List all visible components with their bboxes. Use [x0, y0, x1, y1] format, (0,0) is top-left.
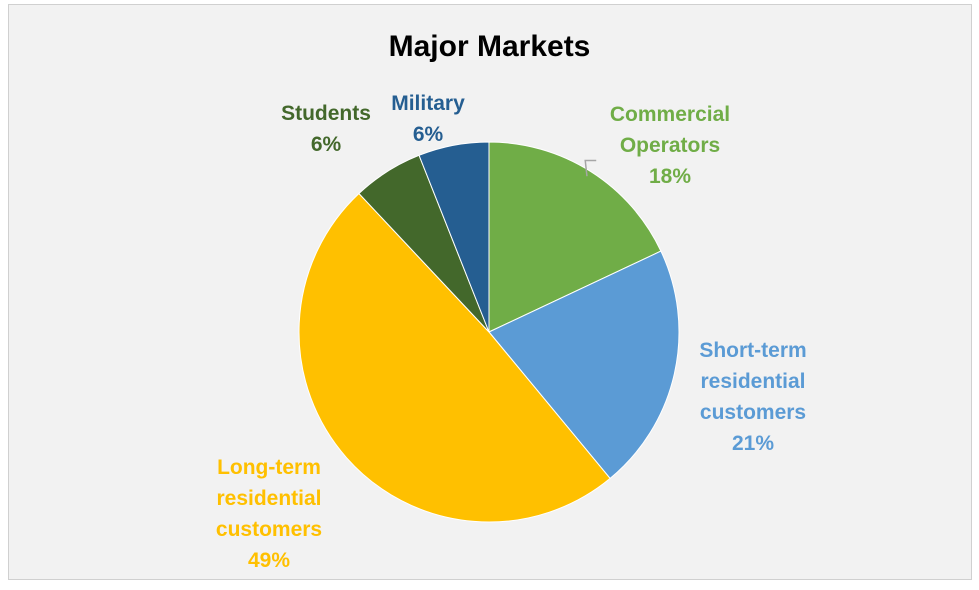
chart-title: Major Markets: [388, 30, 591, 63]
data-label-military: Military 6%: [391, 92, 465, 146]
data-label-commercial-operators: Commercial Operators 18%: [609, 103, 731, 188]
data-label-short-term-residential: Short-term residential customers 21%: [699, 339, 807, 455]
pie-slice-short-term-residential-customers: [488, 250, 680, 480]
pie-slice-military: [418, 141, 490, 333]
leader-line-commercial-operators: [584, 159, 597, 177]
pie-slice-long-term-residential-customers: [298, 192, 611, 523]
data-label-students: Students 6%: [281, 102, 371, 156]
pie-slice-commercial-operators: [488, 141, 662, 333]
data-label-long-term-residential: Long-term residential customers 49%: [215, 456, 323, 572]
